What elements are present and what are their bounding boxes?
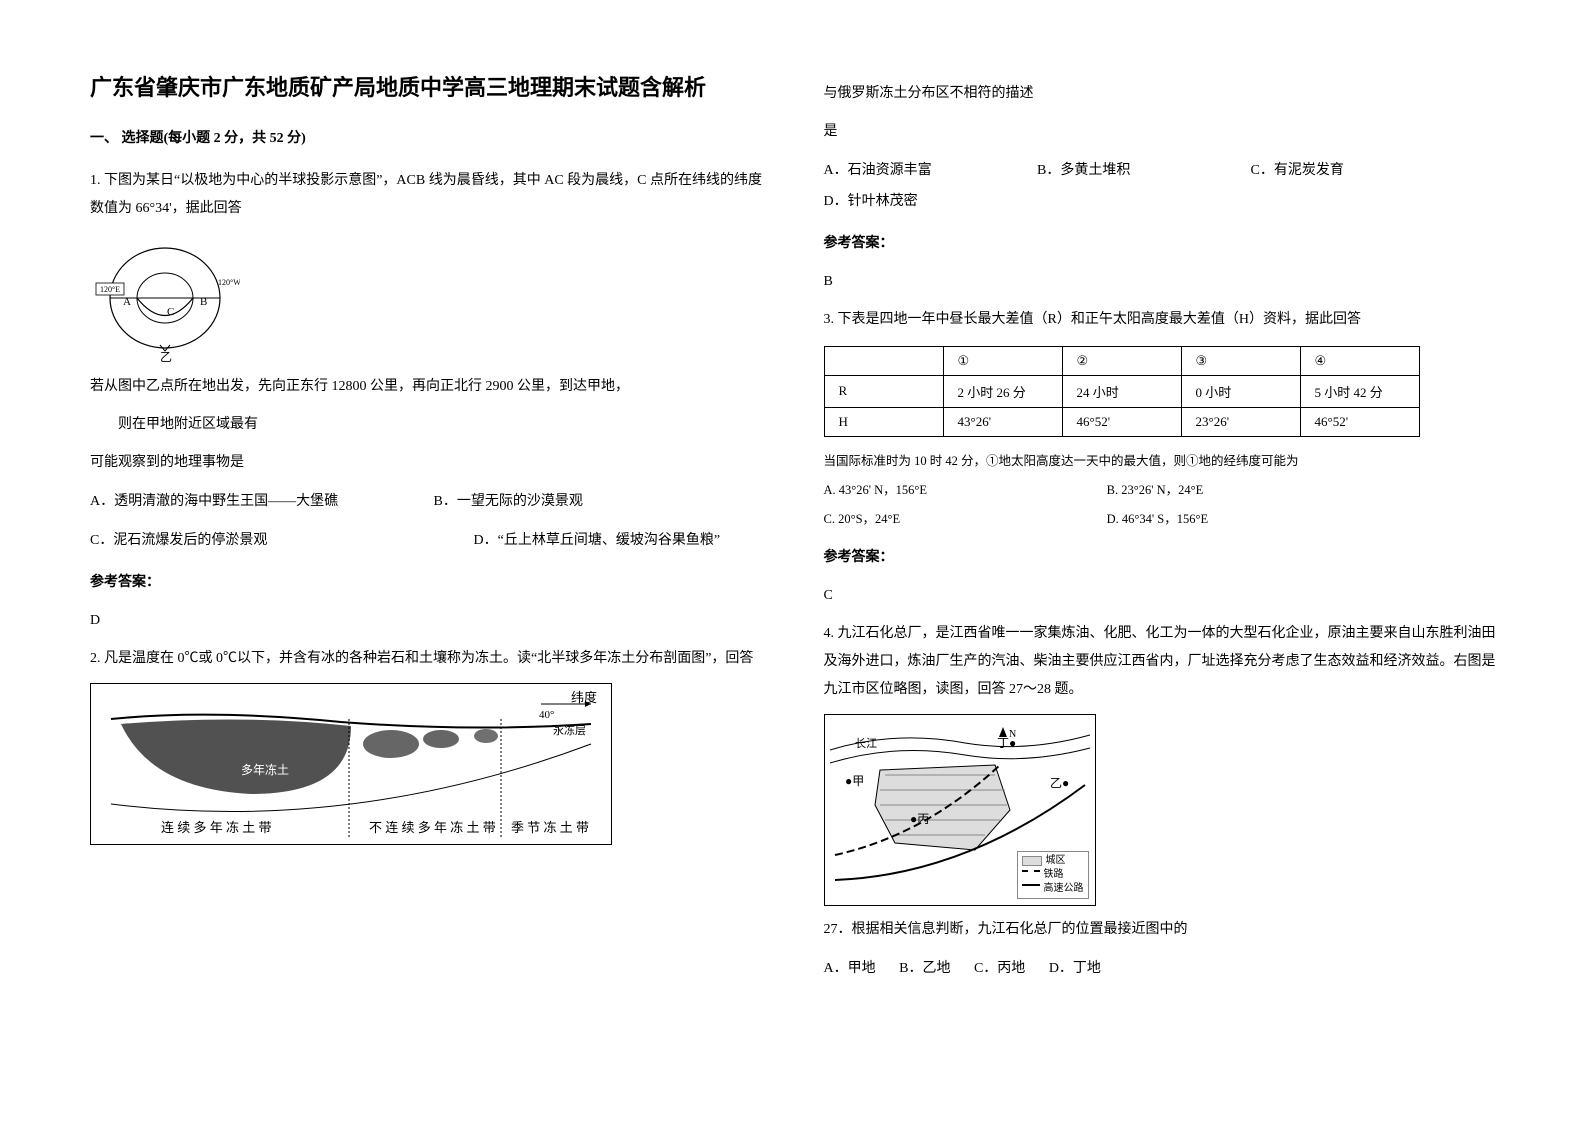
q27-options: A．甲地 B．乙地 C．丙地 D．丁地 bbox=[824, 954, 1498, 985]
q2-opt-d: D．针叶林茂密 bbox=[824, 187, 918, 218]
q1-answer: D bbox=[90, 607, 764, 635]
permafrost-diagram: 纬度 40° 永冻层 多年冻土 连 续 多 年 冻 土 带 不 连 续 多 年 … bbox=[90, 683, 612, 845]
left-column: 广东省肇庆市广东地质矿产局地质中学高三地理期末试题含解析 一、 选择题(每小题 … bbox=[90, 70, 764, 992]
legend-rail: 铁路 bbox=[1044, 868, 1064, 882]
q27-opt-b: B．乙地 bbox=[899, 954, 950, 985]
q2-stem: 2. 凡是温度在 0℃或 0℃以下，并含有冰的各种岩石和土壤称为冻土。读“北半球… bbox=[90, 645, 764, 673]
perma-zone1: 连 续 多 年 冻 土 带 bbox=[161, 820, 272, 835]
q3-sub: 当国际标准时为 10 时 42 分，①地太阳高度达一天中的最大值，则①地的经纬度… bbox=[824, 449, 1498, 532]
q3-opt-c: C. 20°S，24°E bbox=[824, 507, 1064, 532]
h-1: 43°26' bbox=[943, 407, 1062, 436]
q3-stem2: 当国际标准时为 10 时 42 分，①地太阳高度达一天中的最大值，则①地的经纬度… bbox=[824, 449, 1498, 474]
q3-opt-d: D. 46°34' S，156°E bbox=[1107, 507, 1209, 532]
q3-answer-label: 参考答案： bbox=[824, 544, 1498, 572]
point-a-label: A bbox=[123, 296, 131, 308]
polar-diagram: 120°E 120°W A B C 乙 bbox=[90, 233, 240, 363]
q2-opt-b: B．多黄土堆积 bbox=[1037, 156, 1207, 187]
q1-stem2b: 则在甲地附近区域最有 bbox=[90, 411, 764, 439]
perma-zone3: 季 节 冻 土 带 bbox=[511, 820, 589, 835]
h-2: 46°52' bbox=[1062, 407, 1181, 436]
q2-opt-a: A．石油资源丰富 bbox=[824, 156, 994, 187]
r-4: 5 小时 42 分 bbox=[1300, 375, 1419, 407]
th-3: ③ bbox=[1181, 346, 1300, 375]
legend-hwy: 高速公路 bbox=[1044, 882, 1084, 896]
perma-40: 40° bbox=[539, 709, 554, 721]
h-4: 46°52' bbox=[1300, 407, 1419, 436]
doc-title: 广东省肇庆市广东地质矿产局地质中学高三地理期末试题含解析 bbox=[90, 70, 764, 105]
r-3: 0 小时 bbox=[1181, 375, 1300, 407]
r-1: 2 小时 26 分 bbox=[943, 375, 1062, 407]
section-heading: 一、 选择题(每小题 2 分，共 52 分) bbox=[90, 125, 764, 153]
point-z-label: 乙 bbox=[160, 350, 172, 363]
q27-opt-c: C．丙地 bbox=[974, 954, 1025, 985]
q2-stem2b: 是 bbox=[824, 118, 1498, 146]
h-label: H bbox=[824, 407, 943, 436]
th-2: ② bbox=[1062, 346, 1181, 375]
perma-yongdong: 永冻层 bbox=[553, 723, 586, 737]
page-root: 广东省肇庆市广东地质矿产局地质中学高三地理期末试题含解析 一、 选择题(每小题 … bbox=[0, 0, 1587, 1032]
city-map: 长江 ●甲 乙● ●丙 丁● N bbox=[824, 714, 1096, 906]
q3-answer: C bbox=[824, 582, 1498, 610]
q3-table: ① ② ③ ④ R 2 小时 26 分 24 小时 0 小时 5 小时 42 分… bbox=[824, 346, 1420, 437]
perma-ylabel: 纬度 bbox=[571, 690, 597, 705]
q1-opt-b: B．一望无际的沙漠景观 bbox=[434, 487, 583, 518]
table-row-h: H 43°26' 46°52' 23°26' 46°52' bbox=[824, 407, 1419, 436]
q2-options: A．石油资源丰富 B．多黄土堆积 C．有泥炭发育 D．针叶林茂密 bbox=[824, 156, 1498, 218]
q3-opt-b: B. 23°26' N，24°E bbox=[1107, 478, 1204, 503]
th-4: ④ bbox=[1300, 346, 1419, 375]
pt-bing: ●丙 bbox=[910, 812, 929, 826]
q1-answer-label: 参考答案： bbox=[90, 569, 764, 597]
r-2: 24 小时 bbox=[1062, 375, 1181, 407]
h-3: 23°26' bbox=[1181, 407, 1300, 436]
q1-opt-c: C．泥石流爆发后的停淤景观 bbox=[90, 526, 430, 557]
q1-options-2: C．泥石流爆发后的停淤景观 D．“丘上林草丘间塘、缓坡沟谷果鱼粮” bbox=[90, 526, 764, 557]
q27-stem: 27．根据相关信息判断，九江石化总厂的位置最接近图中的 bbox=[824, 916, 1498, 944]
point-c-label: C bbox=[167, 306, 174, 318]
th-blank bbox=[824, 346, 943, 375]
north-icon: N bbox=[1009, 729, 1016, 740]
q1-stem3: 可能观察到的地理事物是 bbox=[90, 449, 764, 477]
q1-opt-a: A．透明清澈的海中野生王国——大堡礁 bbox=[90, 487, 390, 518]
pt-jia: ●甲 bbox=[845, 774, 864, 788]
lon-left-label: 120°E bbox=[100, 285, 120, 294]
legend-city: 城区 bbox=[1046, 854, 1066, 868]
q27-opt-a: A．甲地 bbox=[824, 954, 876, 985]
q2-stem2: 与俄罗斯冻土分布区不相符的描述 bbox=[824, 80, 1498, 108]
th-1: ① bbox=[943, 346, 1062, 375]
perma-zone2: 不 连 续 多 年 冻 土 带 bbox=[369, 820, 496, 835]
q1-stem: 1. 下图为某日“以极地为中心的半球投影示意图”，ACB 线为晨昏线，其中 AC… bbox=[90, 167, 764, 223]
r-label: R bbox=[824, 375, 943, 407]
q1-stem2: 若从图中乙点所在地出发，先向正东行 12800 公里，再向正北行 2900 公里… bbox=[90, 373, 764, 401]
q1-options: A．透明清澈的海中野生王国——大堡礁 B．一望无际的沙漠景观 bbox=[90, 487, 764, 518]
perma-core: 多年冻土 bbox=[241, 762, 289, 777]
q2-answer-label: 参考答案： bbox=[824, 230, 1498, 258]
lon-right-label: 120°W bbox=[218, 278, 240, 287]
table-row-r: R 2 小时 26 分 24 小时 0 小时 5 小时 42 分 bbox=[824, 375, 1419, 407]
pt-yi: 乙● bbox=[1050, 776, 1069, 790]
point-b-label: B bbox=[200, 296, 207, 308]
q2-opt-c: C．有泥炭发育 bbox=[1251, 156, 1401, 187]
map-legend: 城区 铁路 高速公路 bbox=[1017, 851, 1089, 899]
q4-stem: 4. 九江石化总厂，是江西省唯一一家集炼油、化肥、化工为一体的大型石化企业，原油… bbox=[824, 620, 1498, 704]
q2-answer: B bbox=[824, 268, 1498, 296]
q3-stem: 3. 下表是四地一年中昼长最大差值（R）和正午太阳高度最大差值（H）资料，据此回… bbox=[824, 306, 1498, 334]
right-column: 与俄罗斯冻土分布区不相符的描述 是 A．石油资源丰富 B．多黄土堆积 C．有泥炭… bbox=[824, 70, 1498, 992]
q27-opt-d: D．丁地 bbox=[1049, 954, 1101, 985]
q3-opt-a: A. 43°26' N，156°E bbox=[824, 478, 1064, 503]
table-head-row: ① ② ③ ④ bbox=[824, 346, 1419, 375]
river-label: 长江 bbox=[855, 737, 877, 750]
q1-opt-d: D．“丘上林草丘间塘、缓坡沟谷果鱼粮” bbox=[474, 526, 721, 557]
